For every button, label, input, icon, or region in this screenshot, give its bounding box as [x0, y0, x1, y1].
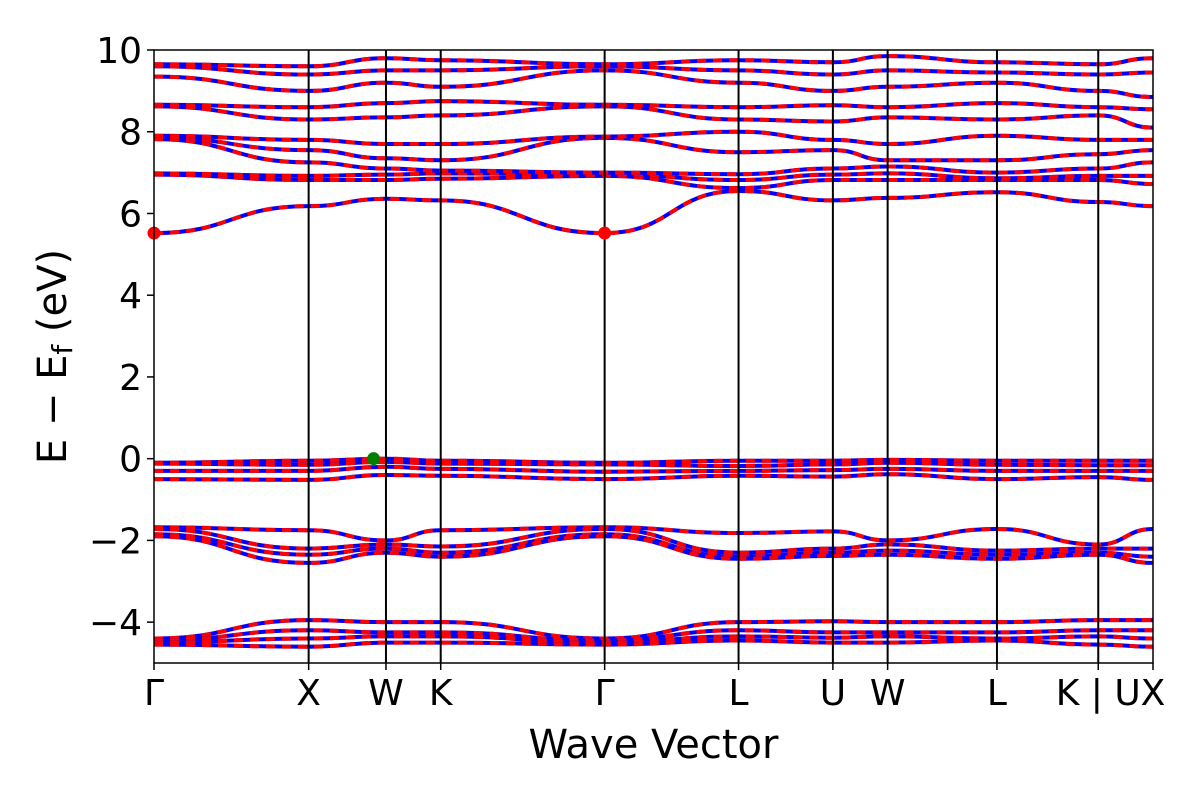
x-tick-label-5: L: [729, 673, 749, 714]
plot-area: [147, 49, 1154, 664]
band-line-down-20: [153, 628, 1153, 643]
band-line-down-2: [153, 171, 1153, 183]
x-tick-label-1: X: [296, 673, 321, 714]
band-line-up-0: [153, 188, 1154, 236]
band-line-down-1: [153, 172, 1154, 191]
band-lines: [153, 54, 1154, 649]
x-tick-label-3: K: [429, 673, 454, 714]
x-tick-label-6: U: [820, 673, 846, 714]
y-axis-title-unit: (eV): [30, 249, 76, 345]
x-tick-label-7: W: [870, 673, 906, 714]
band-line-down-22: [153, 638, 1154, 649]
x-tick-label-8: L: [987, 673, 1007, 714]
band-line-down-17: [153, 532, 1154, 559]
y-tick-label-4: 2: [119, 358, 142, 399]
vbm-marker-0: [367, 452, 381, 466]
band-line-down-6: [153, 104, 1154, 130]
band-line-up-3: [153, 137, 1154, 177]
band-line-down-10: [153, 54, 1154, 69]
band-line-up-16: [153, 526, 1153, 555]
band-line-down-0: [153, 188, 1154, 236]
x-tick-label-0: Γ: [144, 673, 164, 714]
y-axis-title-main: E − E: [30, 355, 76, 465]
y-tick-label-3: 4: [119, 276, 142, 317]
y-tick-label-2: 6: [119, 194, 142, 235]
y-axis-title: E − Ef (eV): [30, 249, 79, 464]
y-tick-label-0: 10: [96, 31, 142, 72]
y-axis: 10 8 6 4 2 0 −2 −4: [89, 31, 154, 644]
x-tick-label-2: W: [368, 673, 404, 714]
x-tick-label-9: K | U: [1056, 673, 1141, 714]
band-line-down-3: [153, 137, 1154, 177]
y-tick-label-1: 8: [119, 113, 142, 154]
band-line-down-21: [153, 634, 1154, 645]
kpoint-dividers: [307, 50, 1100, 663]
x-tick-label-10: X: [1141, 673, 1166, 714]
y-tick-label-7: −4: [89, 603, 142, 644]
band-line-down-13: [154, 464, 1153, 474]
band-line-up-18: [153, 534, 1154, 565]
plot-frame: [153, 49, 1154, 664]
band-line-down-7: [153, 99, 1154, 112]
band-line-down-14: [153, 472, 1154, 482]
cbm-marker-2: [598, 226, 612, 240]
y-tick-label-5: 0: [119, 440, 142, 481]
band-line-down-9: [153, 64, 1154, 77]
y-axis-title-sub: f: [46, 344, 79, 355]
band-edge-markers: [147, 226, 612, 466]
band-line-up-19: [153, 618, 1153, 641]
band-line-down-8: [153, 68, 1154, 99]
x-axis-title: Wave Vector: [529, 722, 780, 768]
band-line-down-4: [153, 135, 1154, 163]
band-line-down-11: [153, 456, 1154, 465]
x-tick-label-4: Γ: [595, 673, 615, 714]
band-line-down-5: [153, 129, 1153, 147]
y-tick-label-6: −2: [89, 521, 142, 562]
band-line-down-12: [153, 459, 1153, 469]
band-line-down-15: [153, 525, 1154, 547]
